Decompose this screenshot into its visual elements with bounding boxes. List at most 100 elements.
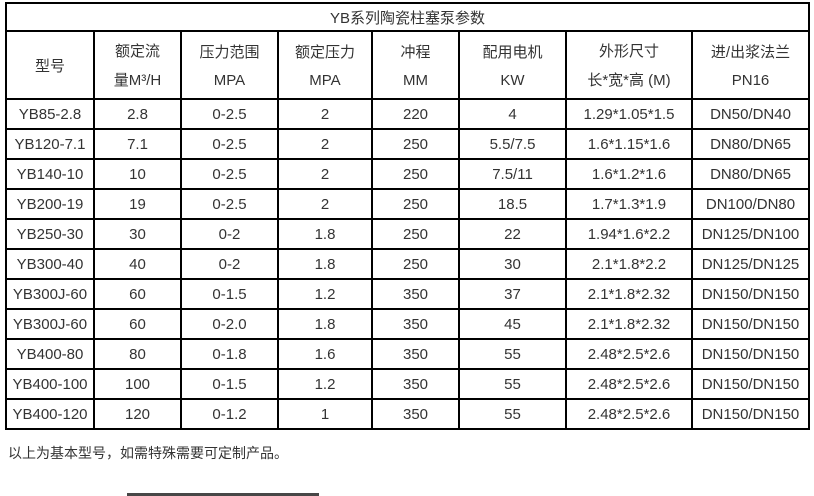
table-cell: 2.1*1.8*2.32 (565, 308, 693, 340)
table-cell: 22 (458, 218, 567, 250)
table-cell: DN150/DN150 (690, 278, 811, 310)
table-cell: 2.48*2.5*2.6 (565, 368, 693, 400)
table-cell: 2.1*1.8*2.2 (565, 248, 693, 280)
table-cell: 100 (93, 368, 182, 400)
table-cell: 1.6 (277, 338, 373, 370)
table-cell: 40 (93, 248, 182, 280)
table-cell: 1.7*1.3*1.9 (565, 188, 693, 220)
table-cell: 350 (371, 308, 460, 340)
table-cell: 350 (371, 368, 460, 400)
table-cell: 1.2 (277, 368, 373, 400)
table-cell: 2 (277, 128, 373, 160)
table-header-row: 型号 额定流 量M³/H 压力范围 MPA 额定压力 MPA (5, 30, 811, 100)
table-cell: DN150/DN150 (690, 398, 811, 430)
column-header-stroke: 冲程 MM (371, 30, 460, 100)
table-cell: DN150/DN150 (690, 368, 811, 400)
table-row: YB300J-60 60 0-1.5 1.2 350 37 2.1*1.8*2.32 DN15… (5, 278, 811, 310)
table-cell: 0-2.5 (180, 128, 279, 160)
column-header-pressure-range: 压力范围 MPA (180, 30, 279, 100)
table-cell: 0-2.0 (180, 308, 279, 340)
table-cell: 220 (371, 98, 460, 130)
table-cell: 350 (371, 398, 460, 430)
table-cell: 55 (458, 398, 567, 430)
table-cell: 7.1 (93, 128, 182, 160)
table-cell: YB300-40 (5, 248, 95, 280)
table-cell: 1.8 (277, 248, 373, 280)
table-cell: 2 (277, 98, 373, 130)
table-cell: 2 (277, 158, 373, 190)
table-cell: 30 (458, 248, 567, 280)
table-cell: YB400-100 (5, 368, 95, 400)
table-cell: YB400-120 (5, 398, 95, 430)
table-cell: 2 (277, 188, 373, 220)
table-row: YB120-7.1 7.1 0-2.5 2 250 5.5/7.5 1.6*1.15*1.6… (5, 128, 811, 160)
table-cell: DN50/DN40 (690, 98, 811, 130)
table-cell: DN150/DN150 (690, 308, 811, 340)
column-header-dimensions: 外形尺寸 长*宽*高 (M) (565, 30, 693, 100)
table-row: YB250-30 30 0-2 1.8 250 22 1.94*1.6*2.2 DN125/D… (5, 218, 811, 250)
table-cell: 0-1.8 (180, 338, 279, 370)
table-row: YB85-2.8 2.8 0-2.5 2 220 4 1.29*1.05*1.5 DN50/D… (5, 98, 811, 130)
table-cell: YB300J-60 (5, 278, 95, 310)
table-row: YB300-40 40 0-2 1.8 250 30 2.1*1.8*2.2 DN125/DN… (5, 248, 811, 280)
table-cell: 2.48*2.5*2.6 (565, 398, 693, 430)
column-header-motor: 配用电机 KW (458, 30, 567, 100)
table-cell: 0-1.5 (180, 368, 279, 400)
table-cell: YB120-7.1 (5, 128, 95, 160)
table-cell: 120 (93, 398, 182, 430)
table-cell: 2.1*1.8*2.32 (565, 278, 693, 310)
table-cell: 19 (93, 188, 182, 220)
table-cell: YB300J-60 (5, 308, 95, 340)
table-cell: 10 (93, 158, 182, 190)
table-cell: 18.5 (458, 188, 567, 220)
table-cell: 1.8 (277, 218, 373, 250)
table-cell: 7.5/11 (458, 158, 567, 190)
table-cell: YB250-30 (5, 218, 95, 250)
table-cell: 1.6*1.2*1.6 (565, 158, 693, 190)
table-cell: 0-1.5 (180, 278, 279, 310)
table-cell: 30 (93, 218, 182, 250)
table-cell: 0-2.5 (180, 188, 279, 220)
table-cell: 1.6*1.15*1.6 (565, 128, 693, 160)
table-cell: YB140-10 (5, 158, 95, 190)
table-row: YB400-100 100 0-1.5 1.2 350 55 2.48*2.5*2.6 DN1… (5, 368, 811, 400)
table-cell: YB200-19 (5, 188, 95, 220)
table-cell: DN80/DN65 (690, 158, 811, 190)
table-cell: 1.8 (277, 308, 373, 340)
table-cell: 2.8 (93, 98, 182, 130)
table-cell: 0-2.5 (180, 158, 279, 190)
table-cell: 0-2 (180, 248, 279, 280)
pump-spec-table: YB系列陶瓷柱塞泵参数 型号 额定流 量M³/H 压力范围 MPA 额定压力 (4, 2, 811, 430)
table-cell: 250 (371, 158, 460, 190)
footer-note: 以上为基本型号，如需特殊需要可定制产品。 (8, 445, 288, 461)
table-cell: 80 (93, 338, 182, 370)
table-cell: 350 (371, 278, 460, 310)
column-header-rated-flow: 额定流 量M³/H (93, 30, 182, 100)
table-cell: DN80/DN65 (690, 128, 811, 160)
table-cell: 60 (93, 308, 182, 340)
table-cell: 55 (458, 368, 567, 400)
table-row: YB400-80 80 0-1.8 1.6 350 55 2.48*2.5*2.6 DN150… (5, 338, 811, 370)
table-cell: DN125/DN100 (690, 218, 811, 250)
table-row: YB300J-60 60 0-2.0 1.8 350 45 2.1*1.8*2.32 DN15… (5, 308, 811, 340)
table-row: YB400-120 120 0-1.2 1 350 55 2.48*2.5*2.6 DN150… (5, 398, 811, 430)
table-title: YB系列陶瓷柱塞泵参数 (4, 2, 811, 32)
column-header-rated-pressure: 额定压力 MPA (277, 30, 373, 100)
table-row: YB140-10 10 0-2.5 2 250 7.5/11 1.6*1.2*1.6 DN80… (5, 158, 811, 190)
table-cell: 1.2 (277, 278, 373, 310)
column-header-flange: 进/出浆法兰 PN16 (690, 30, 811, 100)
table-cell: 2.48*2.5*2.6 (565, 338, 693, 370)
table-cell: 250 (371, 128, 460, 160)
table-cell: 1.29*1.05*1.5 (565, 98, 693, 130)
table-cell: 0-2.5 (180, 98, 279, 130)
table-cell: 0-1.2 (180, 398, 279, 430)
table-cell: 4 (458, 98, 567, 130)
table-cell: YB400-80 (5, 338, 95, 370)
table-body: YB85-2.8 2.8 0-2.5 2 220 4 1.29*1.05*1.5 DN50/D… (5, 98, 811, 430)
table-cell: 37 (458, 278, 567, 310)
table-row: YB200-19 19 0-2.5 2 250 18.5 1.7*1.3*1.9 DN100/… (5, 188, 811, 220)
table-cell: 0-2 (180, 218, 279, 250)
table-cell: 350 (371, 338, 460, 370)
table-cell: 60 (93, 278, 182, 310)
table-title-row: YB系列陶瓷柱塞泵参数 (4, 2, 811, 32)
